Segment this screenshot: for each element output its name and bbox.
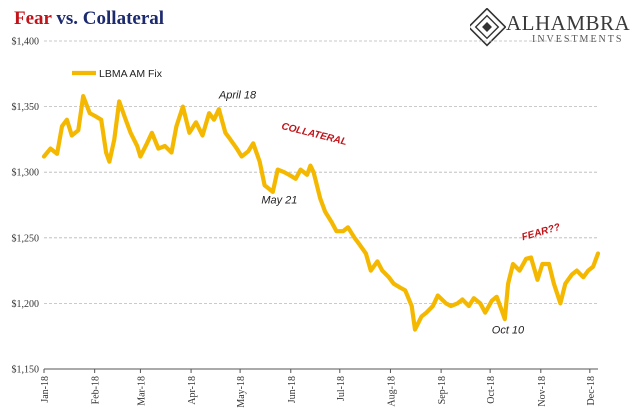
annotation-label: FEAR?? bbox=[521, 222, 562, 243]
logo-subtitle: INVESTMENTS bbox=[532, 34, 624, 45]
alhambra-logo: ALHAMBRA INVESTMENTS bbox=[467, 7, 634, 48]
y-tick-label: $1,400 bbox=[12, 37, 40, 48]
logo-name: ALHAMBRA bbox=[506, 11, 631, 35]
annotation-label: COLLATERAL bbox=[280, 121, 348, 148]
x-tick-label: Mar-18 bbox=[136, 376, 147, 406]
x-tick-label: Jul-18 bbox=[336, 376, 347, 401]
x-tick-label: Sep-18 bbox=[437, 376, 448, 404]
series-line-lbma-am-fix bbox=[41, 94, 601, 332]
y-tick-label: $1,150 bbox=[12, 365, 40, 376]
annotation-label: Oct 10 bbox=[492, 325, 525, 337]
title-vs-collateral: vs. Collateral bbox=[51, 8, 165, 29]
x-tick-label: Oct-18 bbox=[486, 376, 497, 404]
x-tick-label: May-18 bbox=[236, 376, 247, 408]
chart-title: Fear vs. Collateral bbox=[14, 8, 164, 30]
annotation-label: May 21 bbox=[261, 195, 297, 207]
y-tick-label: $1,350 bbox=[12, 102, 40, 113]
y-axis-ticks: $1,150 $1,200 $1,250 $1,300 $1,350 $1,400 bbox=[12, 37, 40, 376]
diamond-logo-icon bbox=[467, 7, 507, 47]
y-tick-label: $1,300 bbox=[12, 168, 40, 179]
x-tick-label: Apr-18 bbox=[187, 376, 198, 405]
x-tick-label: Dec-18 bbox=[586, 376, 597, 405]
title-fear: Fear bbox=[14, 8, 52, 29]
y-tick-label: $1,250 bbox=[12, 233, 40, 244]
annotations: April 18 May 21 COLLATERAL FEAR?? Oct 10 bbox=[218, 90, 562, 337]
x-tick-label: Nov-18 bbox=[537, 376, 548, 407]
legend-label: LBMA AM Fix bbox=[99, 68, 163, 80]
legend: LBMA AM Fix bbox=[72, 68, 163, 80]
annotation-label: April 18 bbox=[218, 90, 257, 102]
x-tick-label: Jan-18 bbox=[40, 376, 51, 403]
x-tick-label: Feb-18 bbox=[91, 376, 102, 404]
x-tick-label: Aug-18 bbox=[386, 376, 397, 407]
x-axis-ticks: Jan-18 Feb-18 Mar-18 Apr-18 May-18 Jun-18 Jul-… bbox=[40, 369, 597, 408]
x-tick-label: Jun-18 bbox=[287, 376, 298, 403]
y-tick-label: $1,200 bbox=[12, 299, 40, 310]
